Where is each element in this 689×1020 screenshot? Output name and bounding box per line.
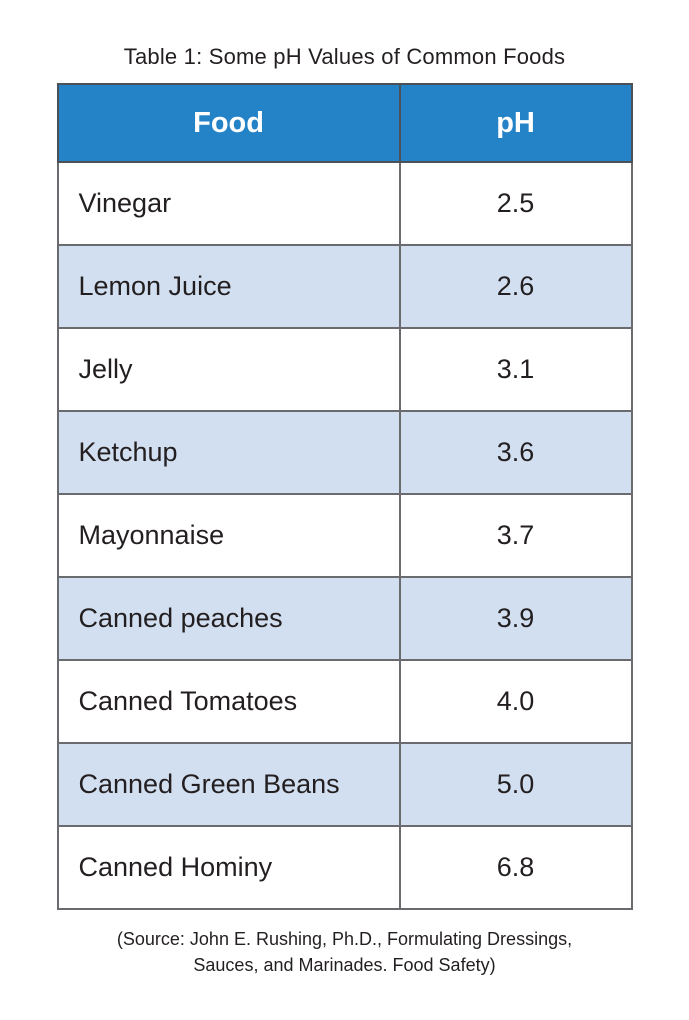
ph-values-table: Food pH Vinegar 2.5 Lemon Juice 2.6 Jelly 3.1… [56,83,633,910]
ph-cell: 3.9 [398,576,633,661]
ph-cell: 3.6 [398,410,633,495]
food-cell: Canned Green Beans [56,742,401,827]
food-cell: Jelly [56,327,401,412]
food-cell: Ketchup [56,410,401,495]
table-row: Canned Hominy 6.8 [56,825,633,910]
table-row: Vinegar 2.5 [56,161,633,246]
food-cell: Canned peaches [56,576,401,661]
ph-cell: 2.6 [398,244,633,329]
table-row: Canned peaches 3.9 [56,576,633,661]
food-cell: Vinegar [56,161,401,246]
table-row: Mayonnaise 3.7 [56,493,633,578]
ph-cell: 5.0 [398,742,633,827]
food-cell: Lemon Juice [56,244,401,329]
column-header-ph: pH [398,83,633,163]
food-cell: Canned Hominy [56,825,401,910]
source-line-2: Sauces, and Marinades. Food Safety) [193,955,496,976]
ph-cell: 4.0 [398,659,633,744]
source-citation: (Source: John E. Rushing, Ph.D., Formula… [0,926,689,978]
ph-cell: 2.5 [398,161,633,246]
food-cell: Mayonnaise [56,493,401,578]
header-row: Food pH [56,83,633,163]
table-row: Jelly 3.1 [56,327,633,412]
ph-cell: 6.8 [398,825,633,910]
source-line-1: (Source: John E. Rushing, Ph.D., Formula… [116,929,573,949]
table-row: Lemon Juice 2.6 [56,244,633,329]
table-row: Ketchup 3.6 [56,410,633,495]
ph-cell: 3.7 [398,493,633,578]
table-row: Canned Green Beans 5.0 [56,742,633,827]
ph-cell: 3.1 [398,327,633,412]
table-title: Table 1: Some pH Values of Common Foods [123,44,566,69]
food-cell: Canned Tomatoes [56,659,401,744]
table-row: Canned Tomatoes 4.0 [56,659,633,744]
column-header-food: Food [56,83,401,163]
